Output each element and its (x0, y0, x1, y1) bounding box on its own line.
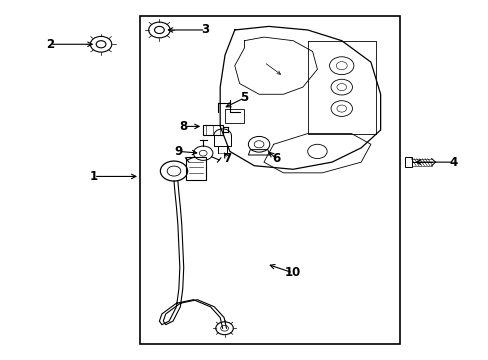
Text: 5: 5 (240, 91, 248, 104)
Text: 3: 3 (201, 23, 209, 36)
Text: 2: 2 (46, 38, 54, 51)
Text: 1: 1 (89, 170, 98, 183)
Text: 8: 8 (179, 120, 187, 133)
Text: 7: 7 (223, 152, 231, 165)
Bar (140, 16, 399, 344)
Text: 9: 9 (174, 145, 183, 158)
Text: 10: 10 (285, 266, 301, 279)
Text: 6: 6 (271, 152, 280, 165)
Text: 4: 4 (448, 156, 457, 168)
